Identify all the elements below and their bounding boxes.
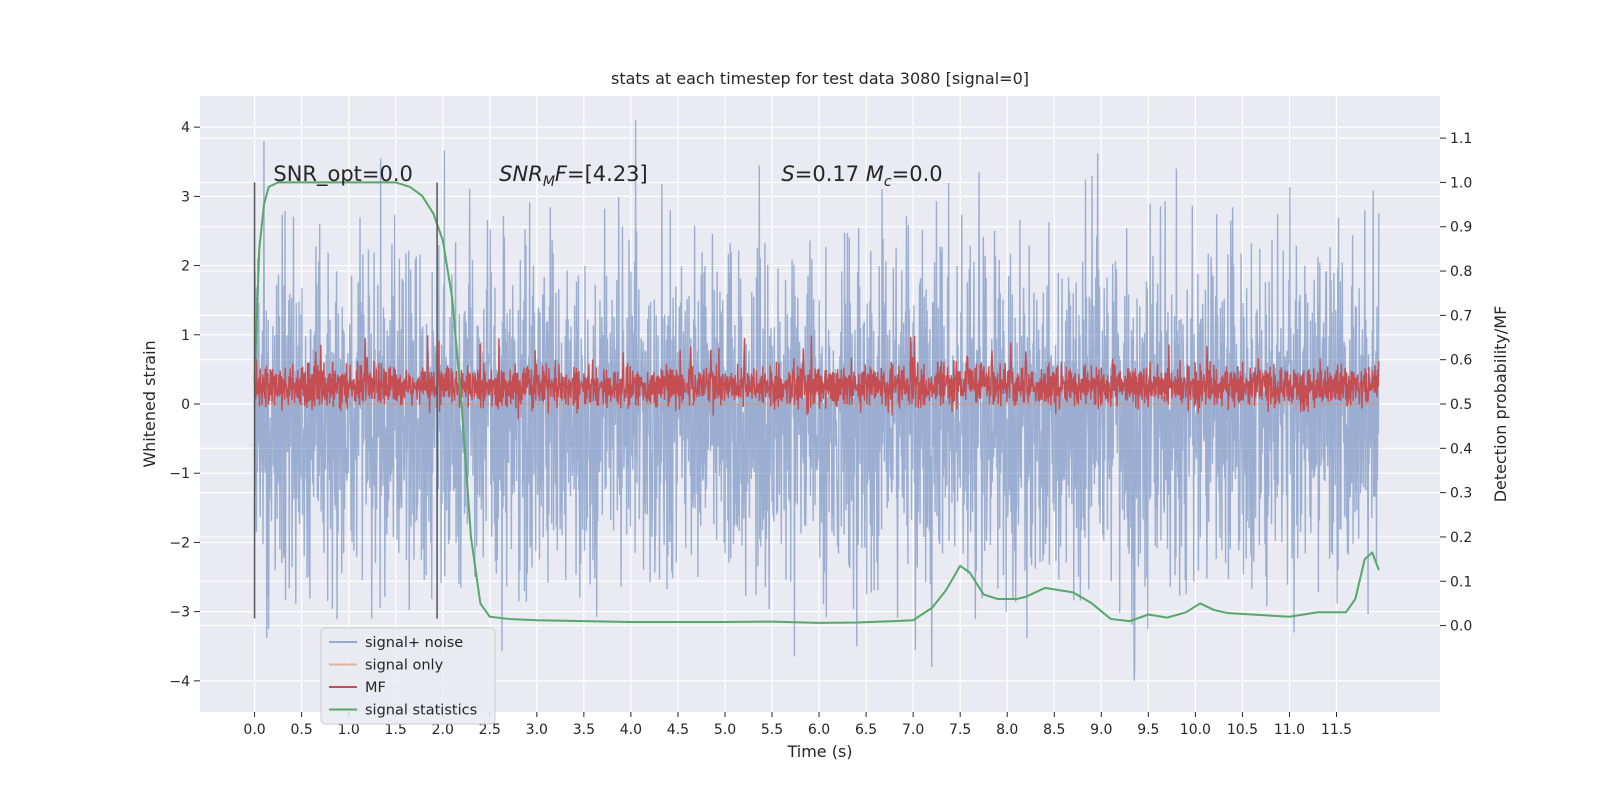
x-tick-label: 0.5: [290, 722, 312, 738]
legend-label: signal+ noise: [365, 635, 463, 651]
y2-tick-label: 1.1: [1450, 131, 1472, 147]
y2-tick-label: 0.0: [1450, 619, 1472, 635]
x-tick-label: 10.0: [1180, 722, 1211, 738]
y-axis-ticks: −4 −3 −2 −1 0 1 2 3 4: [169, 120, 200, 690]
annotation-part: SNR: [499, 162, 543, 186]
y-tick-label: 4: [181, 120, 190, 136]
x-tick-label: 6.0: [808, 722, 830, 738]
x-tick-label: 1.0: [338, 722, 360, 738]
annotation-part: SNR_opt=0.0: [273, 162, 413, 187]
y2-tick-label: 0.5: [1450, 397, 1472, 413]
annotations: SNR_opt=0.0 SNRM​F=[4.23] S=0.17 Mc​=0.0: [273, 162, 942, 190]
annotation-part: M: [543, 174, 555, 190]
y-tick-label: 2: [181, 259, 190, 275]
legend-label: signal only: [365, 658, 444, 674]
y2-tick-label: 0.6: [1450, 353, 1472, 369]
y2-tick-label: 0.9: [1450, 220, 1472, 236]
y-tick-label: −1: [169, 466, 190, 482]
y2-tick-label: 0.1: [1450, 574, 1472, 590]
x-tick-label: 7.5: [949, 722, 971, 738]
y-axis-label: Whitened strain: [140, 340, 159, 467]
x-tick-label: 8.5: [1043, 722, 1065, 738]
x-axis-label: Time (s): [786, 742, 852, 761]
x-axis-ticks: 0.0 0.5 1.0 1.5 2.0 2.5 3.0 3.5 4.0 4.5 5.0 5.5 6.0 6…: [243, 712, 1352, 738]
x-tick-label: 7.0: [902, 722, 924, 738]
annotation-part: =0.0: [892, 162, 943, 186]
legend-box: [320, 627, 496, 725]
y2-tick-label: 0.7: [1450, 308, 1472, 324]
vertical-markers: [253, 182, 438, 619]
x-tick-label: 5.0: [714, 722, 736, 738]
x-tick-label: 5.5: [761, 722, 783, 738]
series-line-signal-statistics: [253, 181, 1380, 624]
x-tick-label: 4.0: [620, 722, 642, 738]
x-tick-label: 10.5: [1227, 722, 1258, 738]
y-tick-label: 0: [181, 397, 190, 413]
y2-tick-label: 0.3: [1450, 486, 1472, 502]
series-line-signal-noise: [253, 120, 1380, 681]
y-tick-label: 3: [181, 189, 190, 205]
x-tick-label: 11.0: [1274, 722, 1305, 738]
x-tick-label: 2.5: [479, 722, 501, 738]
y2-tick-label: 1.0: [1450, 175, 1472, 191]
annotation-part: =[4.23]: [567, 162, 648, 186]
chart-title: stats at each timestep for test data 308…: [611, 69, 1029, 88]
x-tick-label: 11.5: [1321, 722, 1352, 738]
y-tick-label: −4: [169, 674, 190, 690]
x-tick-label: 0.0: [243, 722, 265, 738]
y2-tick-label: 0.8: [1450, 264, 1472, 280]
y2-tick-label: 0.2: [1450, 530, 1472, 546]
y2-axis-label: Detection probability/MF: [1491, 306, 1510, 503]
y2-tick-label: 0.4: [1450, 441, 1472, 457]
annotation: SNRM​F=[4.23]: [499, 162, 648, 190]
annotation-part: F: [555, 162, 568, 186]
x-tick-label: 6.5: [855, 722, 877, 738]
x-tick-label: 1.5: [385, 722, 407, 738]
annotation: S=0.17 Mc​=0.0: [781, 162, 942, 190]
x-tick-label: 3.5: [573, 722, 595, 738]
legend-label: signal statistics: [365, 703, 477, 719]
x-tick-label: 4.5: [667, 722, 689, 738]
y2-axis-ticks: 0.0 0.1 0.2 0.3 0.4 0.5 0.6 0.7 0.8 0.9 1.0 1.1: [1440, 131, 1472, 635]
annotation: SNR_opt=0.0: [273, 162, 413, 187]
y-tick-label: −3: [169, 605, 190, 621]
x-tick-label: 8.0: [996, 722, 1018, 738]
x-tick-label: 2.0: [432, 722, 454, 738]
y-tick-label: −2: [169, 535, 190, 551]
legend-label: MF: [365, 680, 386, 696]
annotation-part: =0.17: [795, 162, 866, 186]
series-line-mf: [253, 335, 1380, 420]
x-tick-label: 3.0: [526, 722, 548, 738]
annotation-part: S: [781, 162, 794, 186]
x-tick-label: 9.5: [1137, 722, 1159, 738]
annotation-part: c: [884, 174, 892, 190]
legend: signal+ noise signal only MF signal statist…: [320, 627, 496, 725]
y-tick-label: 1: [181, 328, 190, 344]
annotation-part: M: [866, 162, 884, 186]
plot-content: [253, 120, 1380, 681]
x-tick-label: 9.0: [1090, 722, 1112, 738]
